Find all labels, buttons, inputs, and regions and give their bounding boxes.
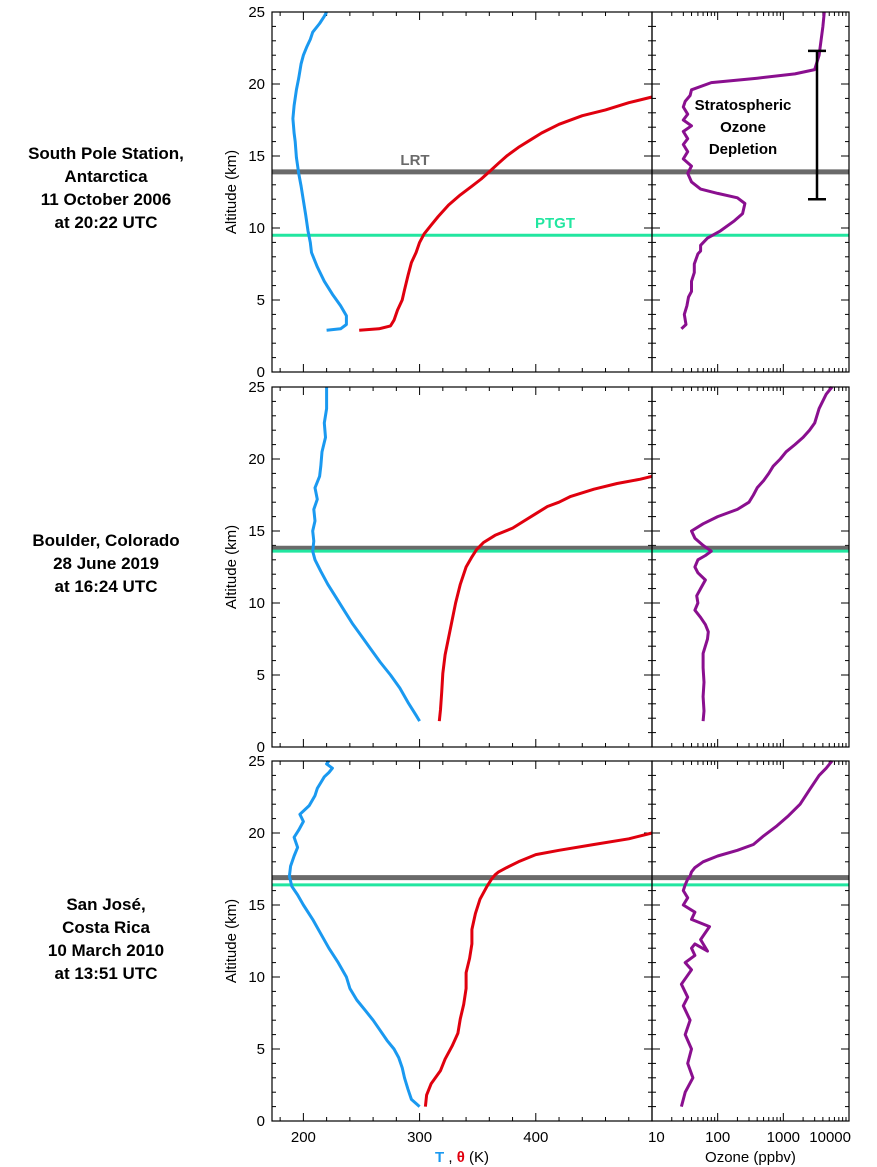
y-tick-label: 25 [248, 753, 265, 770]
x-tick-label: 300 [407, 1129, 432, 1146]
temperature-panel-frame [271, 760, 653, 1122]
x-axis-unit: (K) [465, 1149, 489, 1166]
y-tick-label: 5 [257, 1041, 265, 1058]
temperature-profile [287, 760, 421, 1108]
panel-1: 0 5 10 15 20 25 Altitude (km) LRT PTGT Stratosphe… [223, 4, 850, 381]
y-tick-label: 15 [248, 148, 265, 165]
x-tick-label: 200 [291, 1129, 316, 1146]
ozone-profile [690, 386, 834, 722]
x-tick-label: 1000 [767, 1129, 800, 1146]
lrt-label: LRT [400, 152, 429, 169]
temperature-profile [311, 387, 421, 722]
ptgt-label: PTGT [535, 215, 575, 232]
x-axis-separator: , [444, 1149, 457, 1166]
y-tick-label: 5 [257, 667, 265, 684]
ozone-panel-frame [651, 386, 850, 748]
y-tick-label: 20 [248, 451, 265, 468]
y-axis-label: Altitude (km) [223, 525, 240, 609]
depletion-label-line: Stratospheric [695, 97, 792, 114]
y-tick-label: 20 [248, 76, 265, 93]
y-tick-label: 0 [257, 1113, 265, 1130]
theta-profile [437, 474, 653, 722]
y-tick-label: 0 [257, 739, 265, 756]
temperature-profile [291, 11, 348, 332]
y-tick-label: 15 [248, 523, 265, 540]
ozone-profile [679, 760, 834, 1107]
ozone-panel-frame [651, 760, 850, 1122]
depletion-label-line: Depletion [709, 141, 777, 158]
theta-profile [359, 95, 653, 332]
y-tick-label: 15 [248, 897, 265, 914]
x-tick-label: 10 [648, 1129, 665, 1146]
x-axis-T-symbol: T [435, 1149, 444, 1166]
temperature-panel-frame [271, 386, 653, 748]
y-tick-label: 0 [257, 364, 265, 381]
x-tick-label: 10000 [809, 1129, 851, 1146]
panel-3: 0 5 10 15 20 25 Altitude (km) 200 300 400 10 100 100… [223, 753, 851, 1166]
y-tick-label: 10 [248, 595, 265, 612]
ozone-profile [680, 11, 826, 330]
y-tick-label: 20 [248, 825, 265, 842]
station-label-south-pole: South Pole Station, Antarctica 11 Octobe… [28, 144, 184, 232]
y-axis-label: Altitude (km) [223, 899, 240, 983]
station-label-boulder: Boulder, Colorado 28 June 2019 at 16:24 … [32, 531, 180, 596]
theta-profile [423, 831, 653, 1107]
y-tick-label: 25 [248, 379, 265, 396]
y-axis-label: Altitude (km) [223, 150, 240, 234]
y-tick-label: 10 [248, 220, 265, 237]
x-tick-label: 100 [705, 1129, 730, 1146]
ozone-panel-frame [651, 11, 850, 373]
x-axis-label-ozone: Ozone (ppbv) [705, 1149, 796, 1166]
panel-2: 0 5 10 15 20 25 Altitude (km) [223, 379, 850, 756]
x-axis-label-temperature: T , θ (K) [435, 1149, 489, 1166]
y-tick-label: 25 [248, 4, 265, 21]
y-tick-label: 5 [257, 292, 265, 309]
station-label-san-jose: San José, Costa Rica 10 March 2010 at 13… [47, 895, 165, 983]
depletion-label-line: Ozone [720, 119, 766, 136]
x-tick-label: 400 [523, 1129, 548, 1146]
y-tick-label: 10 [248, 969, 265, 986]
x-axis-theta-symbol: θ [457, 1149, 465, 1166]
